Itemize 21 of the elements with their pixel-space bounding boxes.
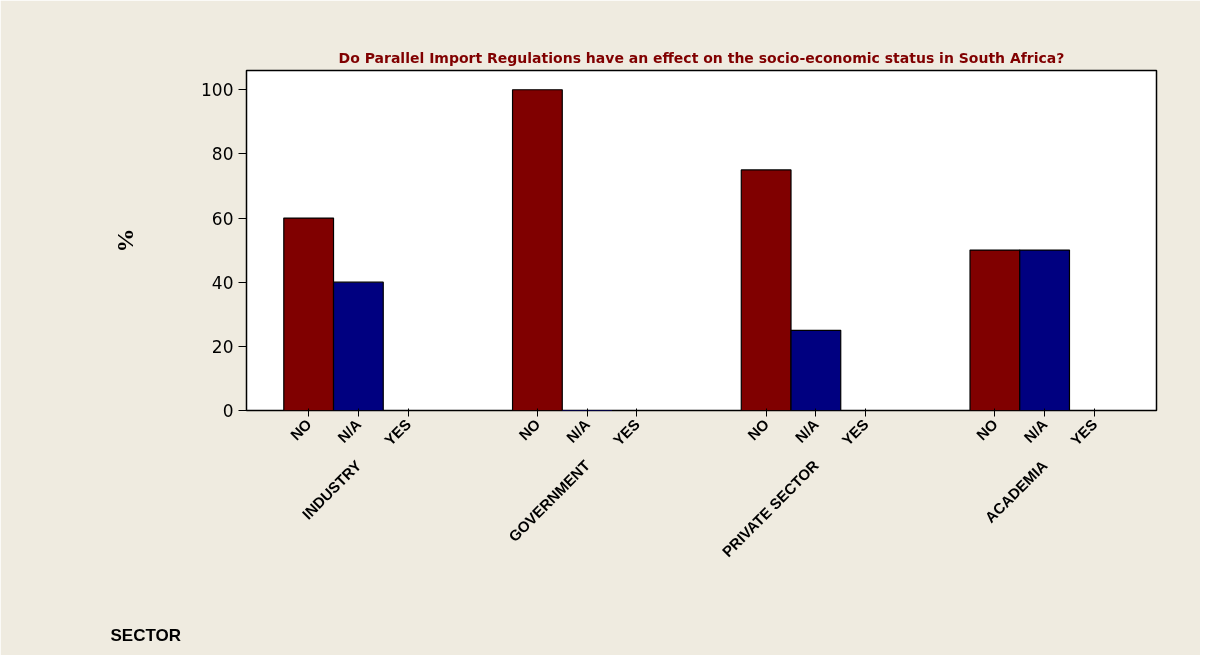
legend-label: N/A (334, 415, 365, 446)
legend-label: YES (380, 415, 415, 449)
legend-label: NO (286, 415, 315, 444)
y-tick-label: 40 (211, 272, 234, 293)
text: NO (744, 415, 773, 444)
text: N/A (791, 415, 822, 446)
text: N/A (1020, 415, 1051, 446)
y-axis-title: % (112, 228, 139, 253)
text: YES (1067, 415, 1101, 449)
text: YES (838, 415, 872, 449)
y-tick-label: 20 (211, 336, 234, 357)
y-tick-label: 80 (211, 144, 234, 165)
y-tick-label: 0 (222, 401, 234, 421)
y-tick-label: 60 (211, 208, 234, 229)
x-axis-title: SECTOR (110, 625, 182, 645)
text: N/A (562, 415, 594, 446)
text: NO (972, 415, 1001, 444)
text: NO (515, 415, 544, 444)
text: YES (609, 415, 643, 449)
chart-title: Do Parallel Import Regulations have an effect on the socio-economic status in South Africa? (338, 49, 1065, 66)
y-tick-label: 100 (201, 80, 234, 101)
